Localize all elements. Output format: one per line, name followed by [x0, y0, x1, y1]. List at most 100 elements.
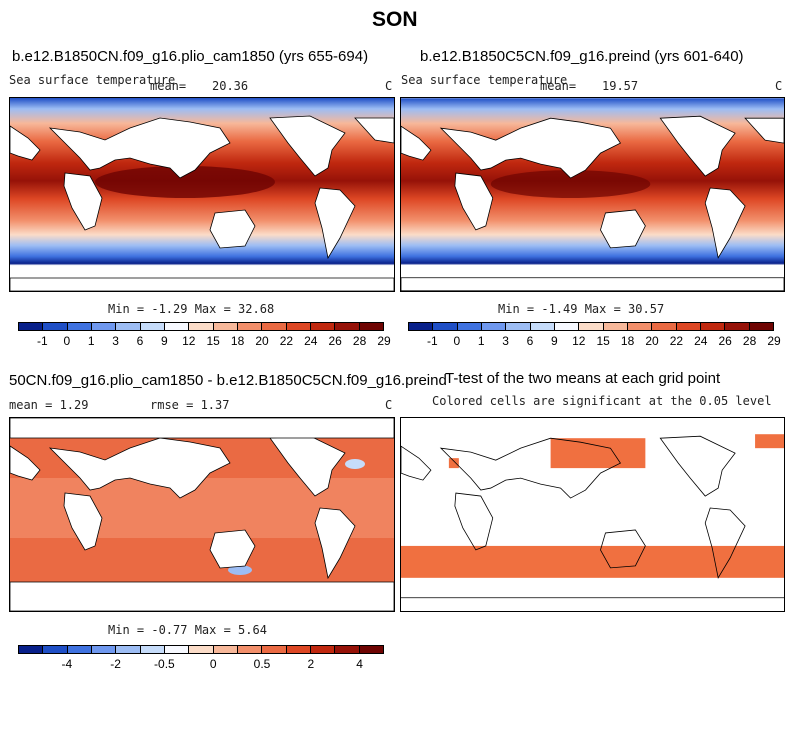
panel1-mean-value: 20.36: [212, 79, 249, 93]
colorbar-swatch: [286, 323, 311, 330]
colorbar-tick-label: 2: [307, 657, 315, 671]
colorbar-tick-label: 26: [718, 334, 732, 348]
panel3-colorbar-ticks: -4 -2 -0.5 0 0.5 2 4: [18, 657, 384, 673]
panel2-colorbar: [408, 322, 774, 331]
colorbar-swatch: [530, 323, 555, 330]
colorbar-tick-label: 20: [255, 334, 269, 348]
colorbar-swatch: [652, 323, 677, 330]
colorbar-tick-label: 12: [182, 334, 196, 348]
colorbar-swatch: [91, 646, 117, 653]
colorbar-swatch: [335, 646, 360, 653]
colorbar-swatch: [43, 646, 68, 653]
colorbar-tick-label: 18: [620, 334, 635, 348]
colorbar-swatch: [43, 323, 68, 330]
panel1-title: b.e12.B1850CN.f09_g16.plio_cam1850 (yrs …: [12, 48, 369, 65]
colorbar-swatch: [116, 646, 141, 653]
colorbar-swatch: [457, 323, 482, 330]
colorbar-swatch: [164, 323, 190, 330]
colorbar-tick-label: 15: [206, 334, 220, 348]
colorbar-swatch: [409, 323, 434, 330]
panel1-variable-label: Sea surface temperature: [9, 73, 176, 87]
colorbar-swatch: [286, 646, 311, 653]
colorbar-swatch: [19, 646, 44, 653]
colorbar-swatch: [67, 323, 92, 330]
colorbar-swatch: [749, 323, 773, 330]
panel1-min-max: Min = -1.29 Max = 32.68: [108, 302, 275, 316]
colorbar-tick-label: 3: [502, 334, 509, 348]
panel3-map: [9, 417, 395, 612]
colorbar-tick-label: 9: [551, 334, 558, 348]
panel2-map: [400, 97, 785, 292]
panel4-subtitle: Colored cells are significant at the 0.0…: [432, 394, 772, 408]
colorbar-tick-label: 9: [161, 334, 168, 348]
colorbar-swatch: [433, 323, 458, 330]
colorbar-swatch: [335, 323, 360, 330]
colorbar-swatch: [140, 646, 165, 653]
colorbar-swatch: [140, 323, 165, 330]
panel1-units: C: [385, 79, 393, 93]
colorbar-tick-label: 15: [596, 334, 610, 348]
colorbar-swatch: [262, 646, 287, 653]
panel3-rmse: rmse = 1.37: [150, 398, 230, 412]
colorbar-swatch: [359, 323, 383, 330]
panel1-mean-label: mean=: [150, 79, 187, 93]
colorbar-swatch: [310, 646, 336, 653]
panel3-min-max: Min = -0.77 Max = 5.64: [108, 623, 267, 637]
panel2-mean-value: 19.57: [602, 79, 639, 93]
panel1-colorbar-ticks: -1 0 1 3 6 9 12 15 18 20 22 24 26 28 29: [18, 334, 391, 350]
colorbar-swatch: [237, 323, 263, 330]
colorbar-tick-label: 3: [112, 334, 119, 348]
colorbar-swatch: [67, 646, 92, 653]
colorbar-swatch: [19, 323, 44, 330]
colorbar-tick-label: 20: [645, 334, 659, 348]
colorbar-tick-label: 29: [377, 334, 391, 348]
colorbar-swatch: [189, 323, 214, 330]
colorbar-swatch: [164, 646, 190, 653]
colorbar-tick-label: 0: [63, 334, 71, 348]
colorbar-swatch: [554, 323, 580, 330]
panel2-title: b.e12.B1850C5CN.f09_g16.preind (yrs 601-…: [420, 48, 744, 65]
colorbar-tick-label: 28: [742, 334, 757, 348]
panel3-colorbar: [18, 645, 384, 654]
panel3-units: C: [385, 398, 393, 412]
colorbar-tick-label: 1: [87, 334, 95, 348]
colorbar-tick-label: 18: [230, 334, 245, 348]
colorbar-tick-label: 24: [694, 334, 708, 348]
colorbar-tick-label: -1: [37, 334, 48, 348]
colorbar-tick-label: 26: [328, 334, 342, 348]
colorbar-tick-label: 0: [453, 334, 461, 348]
colorbar-swatch: [91, 323, 117, 330]
colorbar-swatch: [579, 323, 604, 330]
colorbar-tick-label: 12: [572, 334, 586, 348]
colorbar-swatch: [506, 323, 531, 330]
colorbar-swatch: [213, 646, 238, 653]
colorbar-tick-label: 22: [279, 334, 294, 348]
colorbar-swatch: [310, 323, 336, 330]
colorbar-tick-label: 0: [209, 657, 217, 671]
colorbar-tick-label: 4: [356, 657, 363, 671]
colorbar-swatch: [725, 323, 750, 330]
colorbar-swatch: [213, 323, 238, 330]
panel1-map: [9, 97, 395, 292]
panel4-title: T-test of the two means at each grid poi…: [445, 370, 721, 387]
colorbar-tick-label: 0.5: [253, 657, 271, 671]
colorbar-tick-label: 6: [526, 334, 534, 348]
colorbar-tick-label: 1: [477, 334, 485, 348]
colorbar-swatch: [603, 323, 628, 330]
colorbar-swatch: [700, 323, 726, 330]
panel2-min-max: Min = -1.49 Max = 30.57: [498, 302, 665, 316]
panel2-units: C: [775, 79, 783, 93]
colorbar-swatch: [676, 323, 701, 330]
panel1-colorbar: [18, 322, 384, 331]
colorbar-tick-label: 24: [304, 334, 318, 348]
panel2-colorbar-ticks: -1 0 1 3 6 9 12 15 18 20 22 24 26 28 29: [408, 334, 781, 350]
colorbar-tick-label: -4: [61, 657, 73, 671]
colorbar-tick-label: -1: [427, 334, 438, 348]
colorbar-tick-label: -2: [110, 657, 121, 671]
colorbar-swatch: [189, 646, 214, 653]
colorbar-tick-label: 29: [767, 334, 781, 348]
colorbar-tick-label: 22: [669, 334, 684, 348]
colorbar-swatch: [359, 646, 383, 653]
colorbar-swatch: [116, 323, 141, 330]
colorbar-swatch: [237, 646, 263, 653]
